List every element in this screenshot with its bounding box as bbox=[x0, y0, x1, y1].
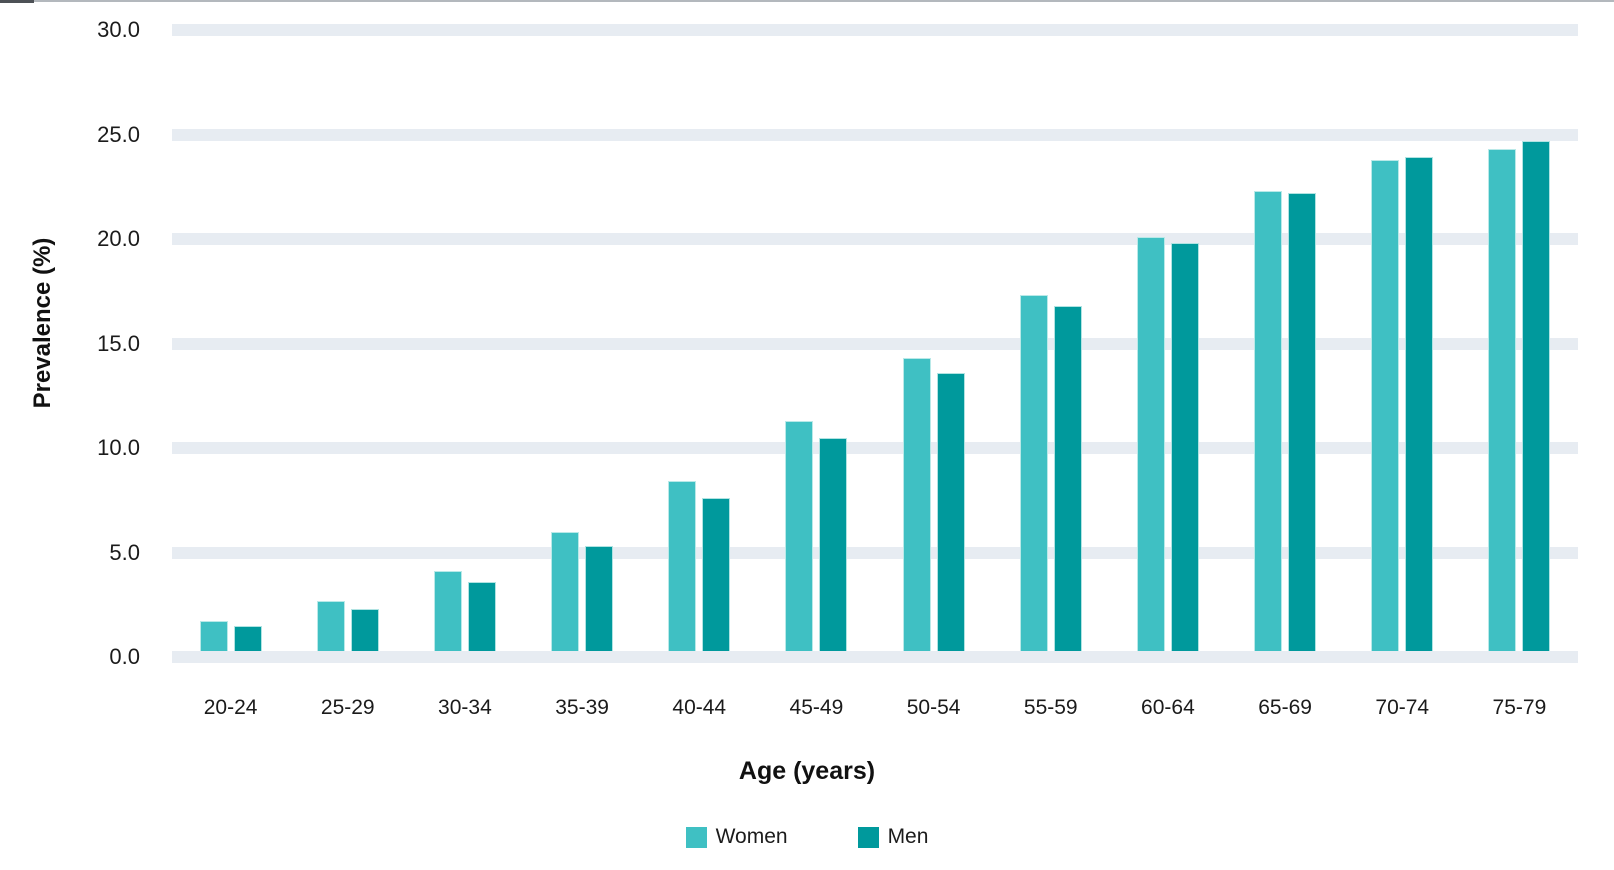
x-tick-label: 55-59 bbox=[1023, 696, 1078, 719]
y-tick-label: 30.0 bbox=[97, 17, 140, 42]
screenshot-top-border bbox=[0, 0, 1614, 2]
y-tick-label: 25.0 bbox=[97, 121, 140, 147]
bar-women bbox=[668, 481, 697, 657]
x-tick-label: 25-29 bbox=[320, 696, 375, 719]
screenshot-top-border-left-segment bbox=[0, 0, 34, 3]
x-tick-label: 20-24 bbox=[203, 696, 258, 719]
legend-label-women: Women bbox=[715, 825, 788, 848]
x-tick-label: 35-39 bbox=[555, 696, 609, 719]
x-tick-label: 65-69 bbox=[1258, 696, 1312, 719]
x-axis-title: Age (years) bbox=[738, 757, 876, 785]
legend-item-women: Women bbox=[685, 825, 788, 849]
x-tick-label: 60-64 bbox=[1141, 696, 1195, 719]
bar-women bbox=[433, 571, 462, 657]
bar-men bbox=[350, 608, 379, 657]
y-tick-label: 15.0 bbox=[97, 330, 140, 356]
y-tick-label: 5.0 bbox=[109, 539, 140, 565]
x-tick-label: 40-44 bbox=[672, 696, 727, 719]
bar-men bbox=[702, 498, 731, 657]
grid-band bbox=[172, 442, 1578, 454]
x-tick-label: 70-74 bbox=[1375, 696, 1430, 719]
legend-swatch-men bbox=[857, 826, 879, 848]
bar-women bbox=[1371, 159, 1400, 657]
y-tick-label: 0.0 bbox=[109, 644, 140, 669]
grid-band bbox=[172, 24, 1578, 36]
bar-men bbox=[936, 372, 965, 657]
grid-band bbox=[172, 651, 1578, 663]
legend-label-men: Men bbox=[887, 825, 929, 848]
bar-women bbox=[785, 420, 814, 657]
bar-men bbox=[1522, 140, 1551, 657]
bar-women bbox=[902, 358, 931, 657]
bar-men bbox=[819, 437, 848, 657]
grid-band bbox=[172, 128, 1578, 141]
y-tick-label: 10.0 bbox=[97, 435, 140, 460]
bar-women bbox=[1254, 190, 1283, 657]
legend-item-men: Men bbox=[857, 825, 929, 849]
x-tick-label: 45-49 bbox=[789, 696, 844, 719]
y-axis-title: Prevalence (%) bbox=[29, 237, 56, 409]
grid-band bbox=[172, 233, 1578, 245]
y-tick-label: 20.0 bbox=[97, 226, 140, 251]
bar-women bbox=[316, 600, 345, 657]
bar-men bbox=[1405, 157, 1434, 657]
grid-band bbox=[172, 546, 1578, 559]
legend: Women Men bbox=[0, 825, 1614, 849]
grid-band bbox=[172, 337, 1578, 350]
bar-women bbox=[551, 531, 580, 657]
x-tick-label: 50-54 bbox=[906, 696, 961, 719]
x-tick-label: 30-34 bbox=[438, 696, 492, 719]
bar-men bbox=[1170, 243, 1199, 657]
bar-women bbox=[1019, 295, 1048, 657]
bar-men bbox=[467, 581, 496, 657]
bar-men bbox=[585, 546, 614, 657]
legend-swatch-women bbox=[685, 826, 707, 848]
bar-women bbox=[1136, 236, 1165, 657]
bar-men bbox=[1053, 305, 1082, 657]
bar-men bbox=[1288, 193, 1317, 657]
bar-women bbox=[1488, 149, 1517, 657]
x-tick-label: 75-79 bbox=[1492, 696, 1547, 719]
